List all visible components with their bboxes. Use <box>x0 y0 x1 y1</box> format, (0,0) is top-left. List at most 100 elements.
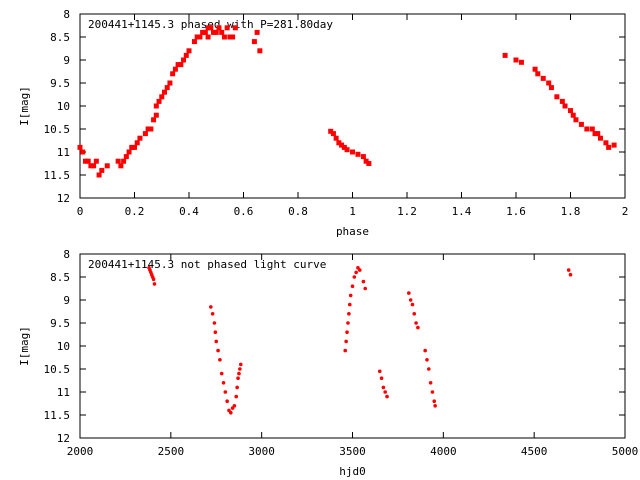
data-point <box>235 385 239 390</box>
data-point <box>88 163 94 169</box>
data-point <box>153 112 159 118</box>
data-point <box>546 80 552 86</box>
data-point <box>570 112 576 118</box>
y-tick-label: 12 <box>57 192 70 205</box>
data-series <box>147 266 573 415</box>
y-axis-label: I[mag] <box>18 86 31 126</box>
data-point <box>80 149 86 155</box>
data-point <box>341 144 347 150</box>
data-point <box>361 279 366 284</box>
data-point <box>211 29 217 35</box>
data-point <box>383 390 388 394</box>
data-point <box>381 385 386 390</box>
data-point <box>221 381 226 385</box>
x-tick-label: 1.4 <box>452 205 472 218</box>
data-point <box>603 140 609 146</box>
data-point <box>333 135 339 141</box>
data-point <box>223 390 228 394</box>
data-point <box>339 142 345 148</box>
data-point <box>153 103 159 109</box>
data-point <box>191 39 197 45</box>
data-point <box>232 25 238 31</box>
data-point <box>513 57 519 63</box>
plot-frame <box>79 253 626 439</box>
data-point <box>227 34 233 40</box>
data-point <box>518 59 524 65</box>
y-tick-label: 9.5 <box>50 77 70 90</box>
data-point <box>385 394 389 399</box>
data-point <box>568 108 573 114</box>
data-point <box>350 284 355 289</box>
x-tick-label: 2500 <box>158 445 185 458</box>
data-point <box>410 302 415 307</box>
data-point <box>416 325 420 330</box>
data-point <box>589 126 595 132</box>
data-point <box>414 321 418 325</box>
data-point <box>216 348 220 353</box>
data-point <box>167 80 173 86</box>
data-point <box>213 330 218 335</box>
data-point <box>584 126 590 132</box>
data-point <box>502 52 508 58</box>
data-point <box>172 66 178 72</box>
data-point <box>132 144 137 150</box>
data-point <box>228 410 233 415</box>
chart-title: 200441+1145.3 not phased light curve <box>88 258 326 271</box>
data-point <box>408 298 413 302</box>
data-point <box>221 34 227 40</box>
data-point <box>99 167 105 173</box>
data-point <box>123 154 129 160</box>
data-point <box>343 348 348 353</box>
data-point <box>251 39 257 45</box>
plot-frame <box>79 13 626 199</box>
data-point <box>363 158 369 164</box>
data-point <box>156 98 162 104</box>
data-point <box>178 62 184 68</box>
y-tick-label: 10.5 <box>44 363 71 376</box>
x-tick-label: 1 <box>349 205 356 218</box>
data-point <box>82 158 88 164</box>
data-point <box>232 404 237 408</box>
x-tick-label: 0.6 <box>234 205 254 218</box>
y-tick-label: 10.5 <box>44 123 71 136</box>
data-point <box>423 348 427 353</box>
data-point <box>360 154 366 160</box>
data-point <box>194 34 200 40</box>
data-point <box>142 131 148 137</box>
data-point <box>216 25 222 31</box>
data-point <box>209 305 213 309</box>
data-point <box>159 94 165 100</box>
x-tick-label: 2000 <box>67 445 94 458</box>
data-point <box>186 48 192 54</box>
data-point <box>205 34 211 40</box>
y-tick-label: 10 <box>57 100 70 113</box>
y-tick-label: 8 <box>63 248 70 261</box>
data-point <box>254 29 260 35</box>
data-point <box>377 369 382 374</box>
data-point <box>77 144 83 150</box>
y-tick-label: 9 <box>63 294 70 307</box>
data-point <box>134 140 140 146</box>
y-tick-label: 12 <box>57 432 70 445</box>
data-point <box>236 376 240 381</box>
y-tick-label: 9.5 <box>50 317 70 330</box>
data-point <box>175 62 181 68</box>
data-point <box>225 399 229 404</box>
x-tick-label: 4000 <box>430 445 457 458</box>
y-tick-label: 9 <box>63 54 70 67</box>
data-point <box>129 144 135 150</box>
x-tick-label: 2 <box>622 205 629 218</box>
x-tick-label: 5000 <box>612 445 639 458</box>
data-point <box>183 52 189 58</box>
data-point <box>219 371 224 376</box>
data-point <box>554 94 560 100</box>
y-tick-label: 8.5 <box>50 271 70 284</box>
data-point <box>412 312 417 316</box>
data-point <box>578 121 584 127</box>
data-point <box>597 135 603 141</box>
data-point <box>348 293 353 298</box>
data-point <box>568 272 573 277</box>
data-point <box>592 131 598 137</box>
data-point <box>352 275 357 279</box>
